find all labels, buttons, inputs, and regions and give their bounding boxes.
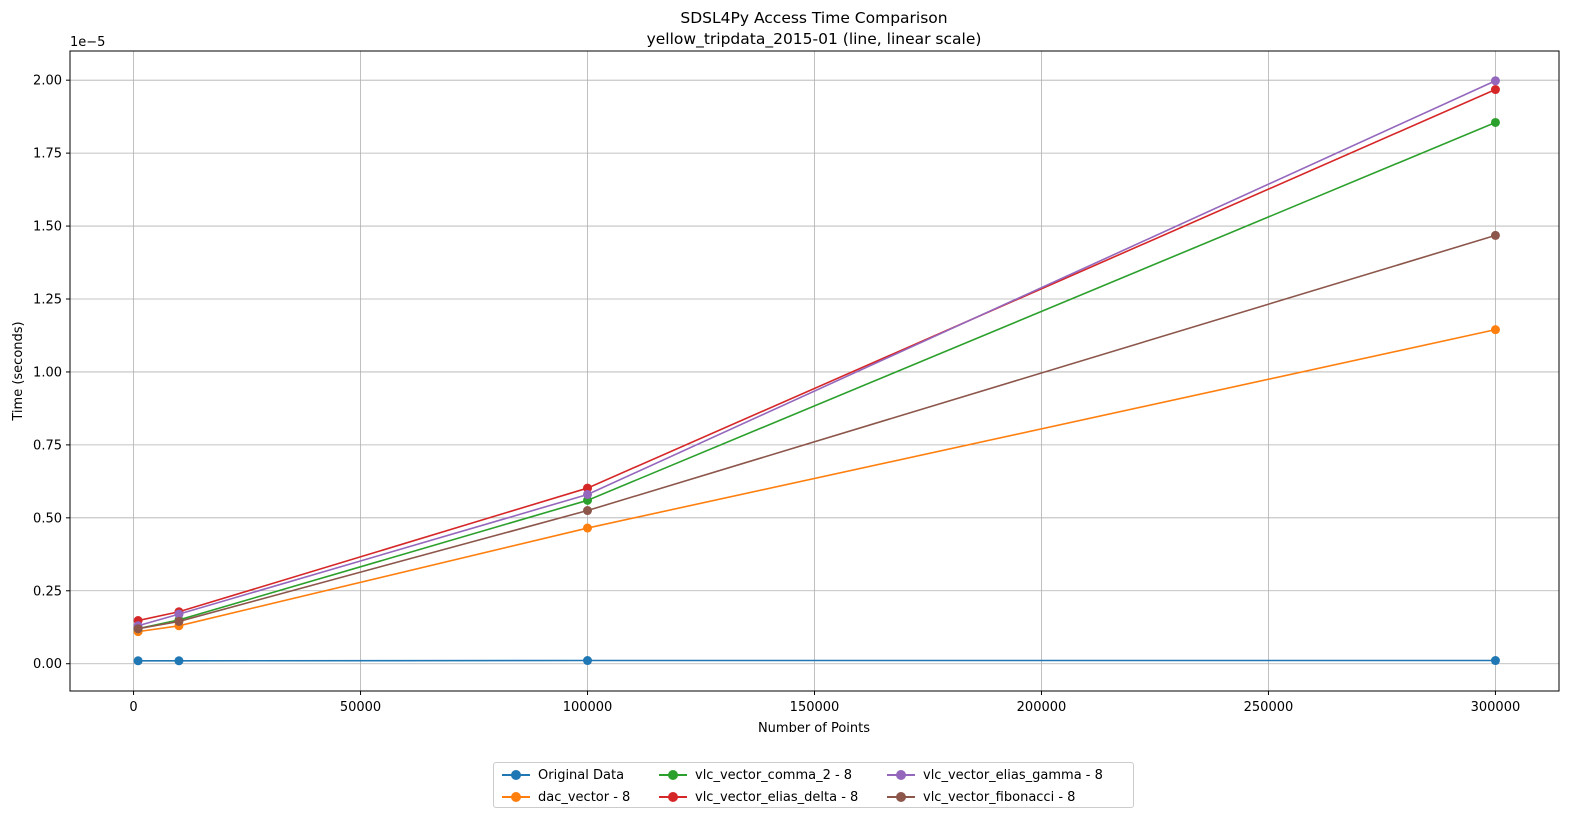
series-line [137, 80, 1496, 627]
series-line [137, 234, 1496, 630]
legend-swatch [659, 765, 687, 785]
legend-label: Original Data [538, 767, 625, 783]
legend-item: vlc_vector_comma_2 - 8 [659, 765, 852, 785]
data-point [174, 616, 184, 626]
legend-label: dac_vector - 8 [538, 789, 631, 805]
grid [70, 51, 1559, 691]
data-point [1490, 76, 1500, 86]
legend-swatch [502, 765, 530, 785]
data-point [1490, 85, 1500, 95]
y-tick-label: 0.00 [33, 657, 62, 672]
x-tick-label: 300000 [1471, 700, 1521, 715]
series-line [137, 121, 1496, 630]
legend-swatch-marker [896, 792, 906, 802]
legend: Original Data dac_vector - 8 vlc_vector_co… [493, 762, 1134, 808]
legend-label: vlc_vector_comma_2 - 8 [695, 767, 853, 783]
y-tick-label: 1.75 [33, 147, 62, 162]
y-tick-label: 0.75 [33, 438, 62, 453]
legend-item: vlc_vector_fibonacci - 8 [887, 787, 1075, 807]
data-point [583, 483, 593, 493]
legend-swatch-marker [511, 770, 521, 780]
x-tick-label: 200000 [1017, 700, 1067, 715]
x-tick-label: 150000 [790, 700, 840, 715]
legend-item: vlc_vector_elias_delta - 8 [659, 787, 858, 807]
series-group [133, 76, 1500, 666]
data-point [1490, 117, 1500, 127]
legend-swatch-marker [668, 770, 678, 780]
y-axis-label: Time (seconds) [11, 321, 26, 421]
legend-swatch [887, 765, 915, 785]
legend-label: vlc_vector_fibonacci - 8 [923, 789, 1076, 805]
x-tick-label: 0 [129, 700, 137, 715]
x-tick-label: 100000 [563, 700, 613, 715]
legend-item: vlc_vector_elias_gamma - 8 [887, 765, 1103, 785]
legend-swatch [659, 787, 687, 807]
legend-item: dac_vector - 8 [502, 787, 630, 807]
x-tick-label: 50000 [340, 700, 381, 715]
data-point [1490, 656, 1500, 666]
y-tick-label: 2.00 [33, 74, 62, 89]
y-tick-label: 1.25 [33, 293, 62, 308]
y-tick-label: 0.50 [33, 511, 62, 526]
data-point [583, 523, 593, 533]
y-offset-label: 1e−5 [70, 35, 105, 50]
chart-title: SDSL4Py Access Time Comparison [680, 9, 947, 27]
x-axis-label: Number of Points [758, 721, 870, 736]
y-tick-label: 1.00 [33, 365, 62, 380]
data-point [583, 656, 593, 666]
data-point [174, 656, 184, 666]
series-line [137, 328, 1496, 633]
y-tick-label: 1.50 [33, 220, 62, 235]
legend-swatch-marker [668, 792, 678, 802]
legend-swatch [887, 787, 915, 807]
data-point [133, 656, 143, 666]
chart-subtitle: yellow_tripdata_2015-01 (line, linear sc… [647, 30, 982, 49]
legend-swatch-marker [896, 770, 906, 780]
data-point [583, 506, 593, 516]
legend-swatch-marker [511, 792, 521, 802]
axis-ticks: 0 50000 100000 150000 200000 250000 300000 0.00… [33, 74, 1520, 715]
data-point [1490, 325, 1500, 335]
legend-swatch [502, 787, 530, 807]
data-point [174, 609, 184, 619]
x-tick-label: 250000 [1244, 700, 1294, 715]
data-point [133, 624, 143, 634]
series-line [137, 88, 1496, 622]
data-point [1490, 230, 1500, 240]
y-tick-label: 0.25 [33, 584, 62, 599]
legend-label: vlc_vector_elias_delta - 8 [695, 789, 859, 805]
data-point [583, 489, 593, 499]
legend-label: vlc_vector_elias_gamma - 8 [923, 767, 1103, 783]
legend-item: Original Data [502, 765, 624, 785]
